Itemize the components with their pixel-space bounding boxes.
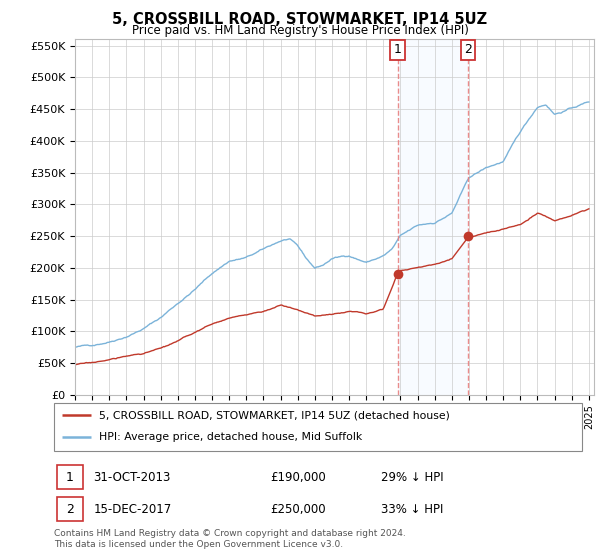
Text: Price paid vs. HM Land Registry's House Price Index (HPI): Price paid vs. HM Land Registry's House …: [131, 24, 469, 37]
Text: 31-OCT-2013: 31-OCT-2013: [94, 470, 171, 484]
Bar: [398, 39, 468, 395]
Text: Contains HM Land Registry data © Crown copyright and database right 2024.
This d: Contains HM Land Registry data © Crown c…: [54, 529, 406, 549]
Text: 5, CROSSBILL ROAD, STOWMARKET, IP14 5UZ: 5, CROSSBILL ROAD, STOWMARKET, IP14 5UZ: [112, 12, 488, 27]
Text: 15-DEC-2017: 15-DEC-2017: [94, 502, 172, 516]
FancyBboxPatch shape: [54, 403, 582, 451]
Text: 1: 1: [394, 44, 401, 57]
Text: 1: 1: [66, 470, 74, 484]
FancyBboxPatch shape: [56, 465, 83, 489]
Text: 2: 2: [66, 502, 74, 516]
Text: £250,000: £250,000: [271, 502, 326, 516]
Text: 2: 2: [464, 44, 472, 57]
FancyBboxPatch shape: [56, 497, 83, 521]
Text: £190,000: £190,000: [271, 470, 326, 484]
Text: 33% ↓ HPI: 33% ↓ HPI: [382, 502, 444, 516]
Text: HPI: Average price, detached house, Mid Suffolk: HPI: Average price, detached house, Mid …: [99, 432, 362, 442]
Text: 29% ↓ HPI: 29% ↓ HPI: [382, 470, 444, 484]
Text: 5, CROSSBILL ROAD, STOWMARKET, IP14 5UZ (detached house): 5, CROSSBILL ROAD, STOWMARKET, IP14 5UZ …: [99, 410, 450, 420]
